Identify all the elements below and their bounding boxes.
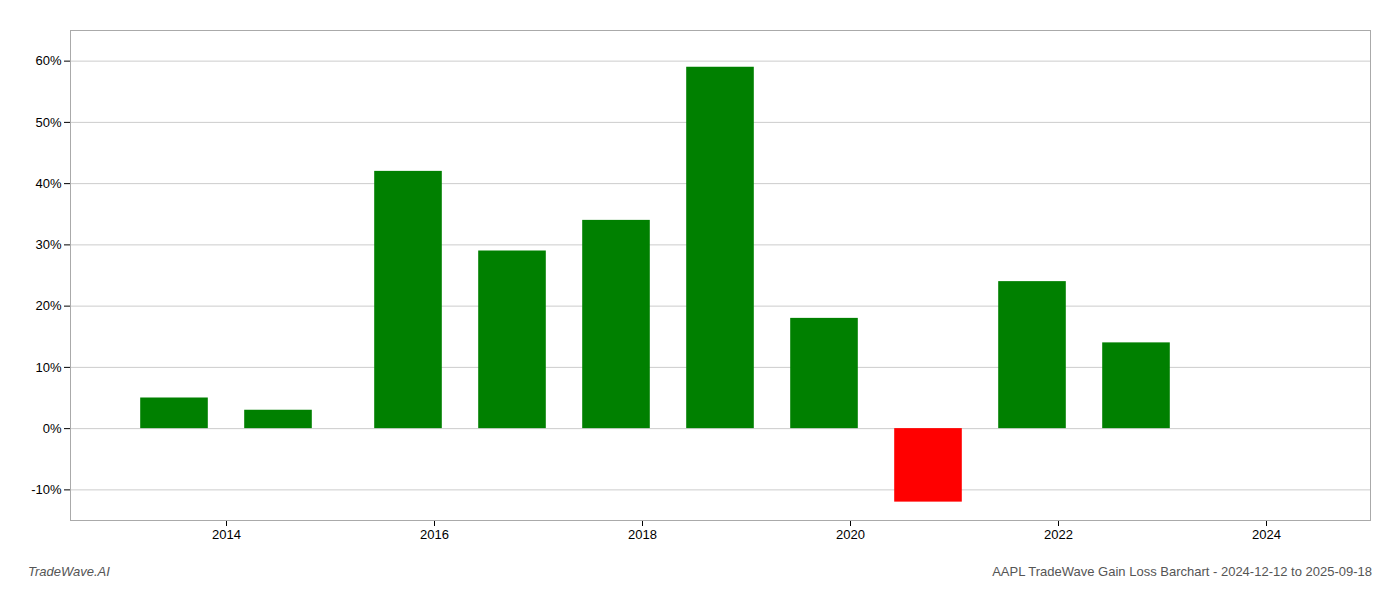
svg-text:50%: 50% [35,115,61,130]
svg-text:30%: 30% [35,237,61,252]
html-text:TradeWave.AI: TradeWave.AI [28,564,110,579]
svg-text:2016: 2016 [420,527,449,542]
svg-text:2024: 2024 [1252,527,1281,542]
html-text:AAPL TradeWave Gain Loss Barch: AAPL TradeWave Gain Loss Barchart - 2024… [992,564,1372,579]
svg-text:2018: 2018 [628,527,657,542]
svg-text:0%: 0% [43,421,62,436]
svg-text:40%: 40% [35,176,61,191]
svg-text:60%: 60% [35,53,61,68]
svg-text:20%: 20% [35,298,61,313]
svg-text:2022: 2022 [1044,527,1073,542]
svg-text:2020: 2020 [836,527,865,542]
svg-text:10%: 10% [35,360,61,375]
svg-text:-10%: -10% [31,482,62,497]
svg-text:2014: 2014 [212,527,241,542]
